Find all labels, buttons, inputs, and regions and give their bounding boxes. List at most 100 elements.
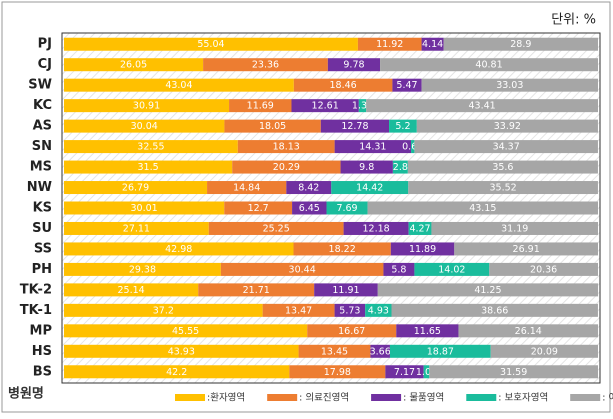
bar-segment — [293, 78, 393, 92]
bar-segment — [443, 37, 598, 51]
value-label: 27.11 — [123, 223, 150, 234]
value-label: 42.98 — [165, 244, 192, 255]
bar-segment — [307, 324, 397, 338]
value-label: 3.66 — [370, 346, 391, 357]
value-label: 26.79 — [122, 183, 149, 194]
value-label: 16.67 — [338, 326, 365, 337]
value-label: 33.92 — [494, 121, 521, 132]
value-label: 20.36 — [530, 264, 557, 275]
y-tick-label: PH — [32, 262, 52, 277]
value-label: 31.59 — [500, 367, 527, 378]
bar-segment — [408, 221, 432, 235]
value-label: 34.37 — [493, 142, 520, 153]
y-tick-label: TK-2 — [20, 282, 52, 297]
value-label: 9.78 — [343, 60, 364, 71]
value-label: 5.47 — [396, 80, 417, 91]
value-label: 11.92 — [376, 39, 403, 50]
legend-label: : 의료진영역 — [299, 393, 349, 404]
y-axis-label: 병원명 — [8, 386, 44, 402]
value-label: 11.89 — [409, 244, 436, 255]
value-label: 25.25 — [263, 223, 290, 234]
value-label: 43.41 — [468, 101, 495, 112]
value-label: 43.15 — [469, 203, 496, 214]
bar-segment — [207, 181, 287, 195]
value-label: 41.25 — [474, 285, 501, 296]
y-tick-label: NW — [27, 180, 52, 195]
bar-segment — [224, 119, 321, 133]
value-label: 30.01 — [131, 203, 158, 214]
bar-segment — [396, 324, 459, 338]
value-label: 14.02 — [438, 264, 465, 275]
bar-segment — [314, 283, 378, 297]
value-label: 55.04 — [197, 39, 224, 50]
bar-segment — [292, 201, 327, 215]
bar-segment — [385, 365, 424, 379]
value-label: 12.7 — [248, 203, 269, 214]
value-label: 18.46 — [330, 80, 357, 91]
value-label: 26.05 — [120, 60, 147, 71]
value-label: 12.18 — [363, 223, 390, 234]
value-label: 26.14 — [515, 326, 542, 337]
y-tick-label: SS — [34, 241, 52, 256]
value-label: 17.98 — [324, 367, 351, 378]
value-label: 23.36 — [252, 60, 279, 71]
bar-segment — [390, 242, 455, 256]
value-label: 7.69 — [336, 203, 357, 214]
value-label: 11.65 — [414, 326, 441, 337]
bar-segment — [334, 140, 412, 154]
bar-segment — [392, 160, 408, 174]
legend-label: : 물품영역 — [403, 393, 444, 404]
bar-segment — [391, 303, 598, 317]
legend-swatch — [466, 394, 497, 401]
bar-segment — [208, 221, 344, 235]
bar-segment — [340, 160, 393, 174]
value-label: 4.93 — [368, 305, 389, 316]
bar-segment — [370, 344, 390, 358]
value-label: 6.45 — [299, 203, 320, 214]
bar-segment — [289, 365, 386, 379]
bar-segment — [357, 37, 422, 51]
value-label: 13.47 — [285, 305, 312, 316]
legend-label: : 보호자영역 — [498, 393, 548, 404]
bar-segment — [198, 283, 315, 297]
value-label: 2.8 — [393, 162, 408, 173]
bar-segment — [229, 99, 292, 113]
value-label: 5.8 — [391, 264, 406, 275]
bar-segment — [414, 140, 598, 154]
value-label: 35.6 — [492, 162, 513, 173]
value-label: 42.2 — [166, 367, 187, 378]
value-label: 35.52 — [490, 183, 517, 194]
value-label: 14.42 — [356, 183, 383, 194]
value-label: 18.87 — [427, 346, 454, 357]
bar-segment — [408, 181, 598, 195]
y-tick-label: SN — [32, 139, 52, 154]
value-label: 12.61 — [312, 101, 339, 112]
bar-segment — [421, 37, 444, 51]
value-label: 11.69 — [247, 101, 274, 112]
bar-segment — [431, 221, 598, 235]
y-tick-label: MP — [30, 323, 52, 338]
value-label: 26.91 — [513, 244, 540, 255]
value-label: 31.19 — [501, 223, 528, 234]
bar-segment — [389, 344, 491, 358]
bar-segment — [64, 181, 208, 195]
value-label: 18.13 — [273, 142, 300, 153]
bar-segment — [421, 78, 598, 92]
y-tick-label: TK-1 — [20, 303, 52, 318]
bar-segment — [64, 242, 294, 256]
bar-segment — [366, 99, 598, 113]
value-label: 43.93 — [168, 346, 195, 357]
value-label: 14.31 — [359, 142, 386, 153]
value-label: 30.91 — [133, 101, 160, 112]
bar-segment — [224, 201, 293, 215]
value-label: 8.42 — [298, 183, 319, 194]
bar-segment — [64, 324, 308, 338]
value-label: 43.04 — [165, 80, 192, 91]
value-label: 45.55 — [172, 326, 199, 337]
y-tick-label: HS — [32, 344, 52, 359]
bar-segment — [392, 78, 422, 92]
value-label: 5.73 — [339, 305, 360, 316]
bar-segment — [262, 303, 335, 317]
value-label: 28.9 — [510, 39, 531, 50]
bar-segment — [220, 262, 384, 276]
